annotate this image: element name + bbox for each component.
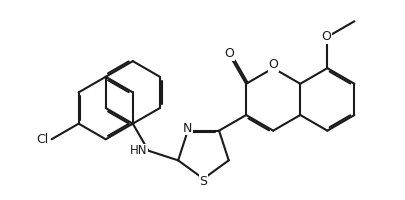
Text: S: S (199, 175, 207, 188)
Text: Cl: Cl (36, 133, 48, 146)
Text: O: O (224, 47, 234, 60)
Text: HN: HN (130, 144, 147, 157)
Text: N: N (183, 122, 192, 135)
Text: O: O (268, 58, 277, 71)
Text: O: O (321, 30, 330, 43)
